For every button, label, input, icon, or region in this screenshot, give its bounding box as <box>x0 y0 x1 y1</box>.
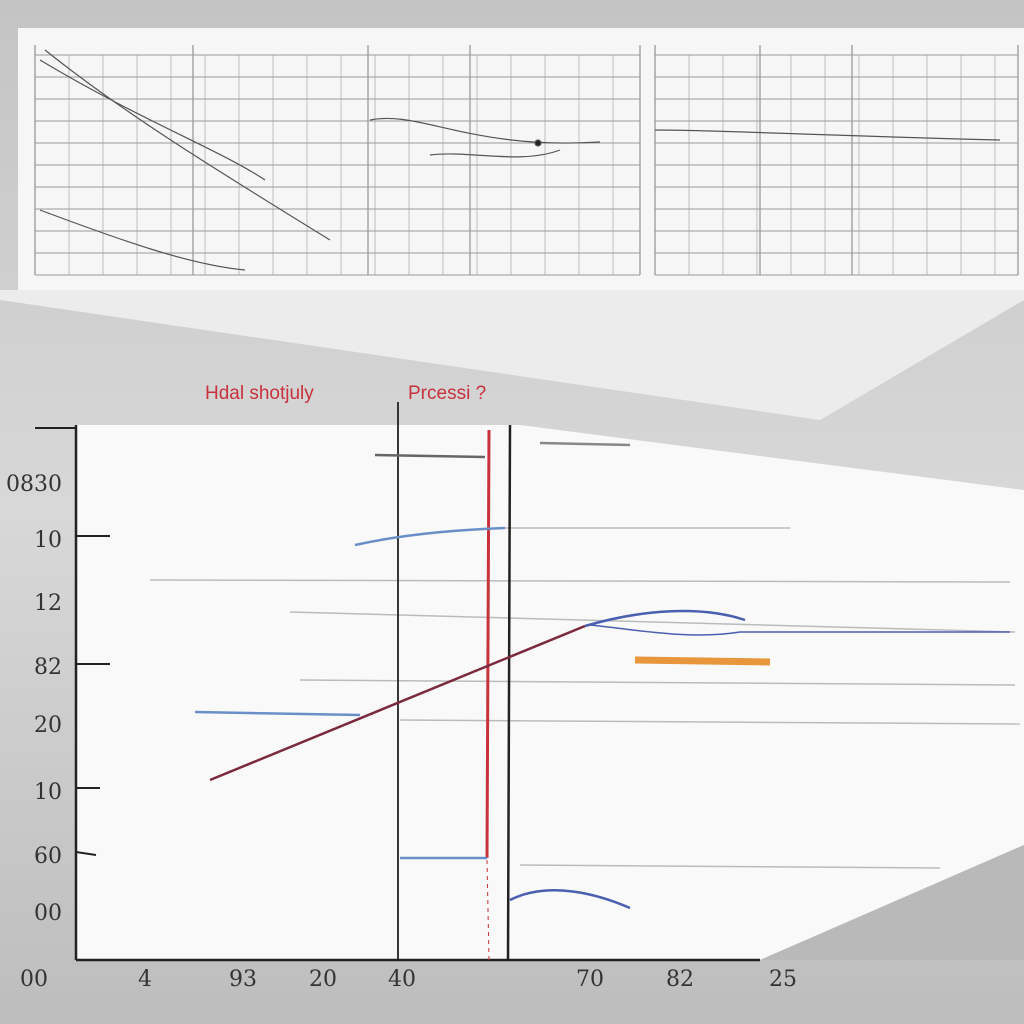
top-sheet <box>18 28 1024 290</box>
x-label: 25 <box>769 967 797 992</box>
x-label: 93 <box>229 967 257 992</box>
y-ticks <box>35 427 110 856</box>
annotation: Prcessi ? <box>408 383 486 404</box>
y-label: 60 <box>34 844 62 869</box>
top-sketch-lines <box>39 49 1001 271</box>
x-label: 70 <box>576 967 604 992</box>
y-label: 12 <box>34 591 62 616</box>
x-label: 00 <box>20 967 48 992</box>
plot-area <box>75 425 1024 960</box>
upper-wedge <box>0 290 1024 420</box>
lower-wedge <box>760 845 1024 960</box>
plot-guides <box>149 527 1021 869</box>
y-label: 10 <box>34 780 62 805</box>
top-grid <box>34 45 1019 276</box>
x-label: 82 <box>666 967 694 992</box>
plot-lines <box>74 402 1010 962</box>
y-label: 10 <box>34 528 62 553</box>
x-label: 4 <box>138 967 152 992</box>
x-label: 20 <box>309 967 337 992</box>
y-label: 20 <box>34 713 62 738</box>
y-label: 82 <box>34 655 62 680</box>
x-label: 40 <box>388 967 416 992</box>
y-label: 00 <box>34 901 62 926</box>
y-label: 0830 <box>6 472 62 497</box>
annotation: Hdal shotjuly <box>205 383 314 404</box>
